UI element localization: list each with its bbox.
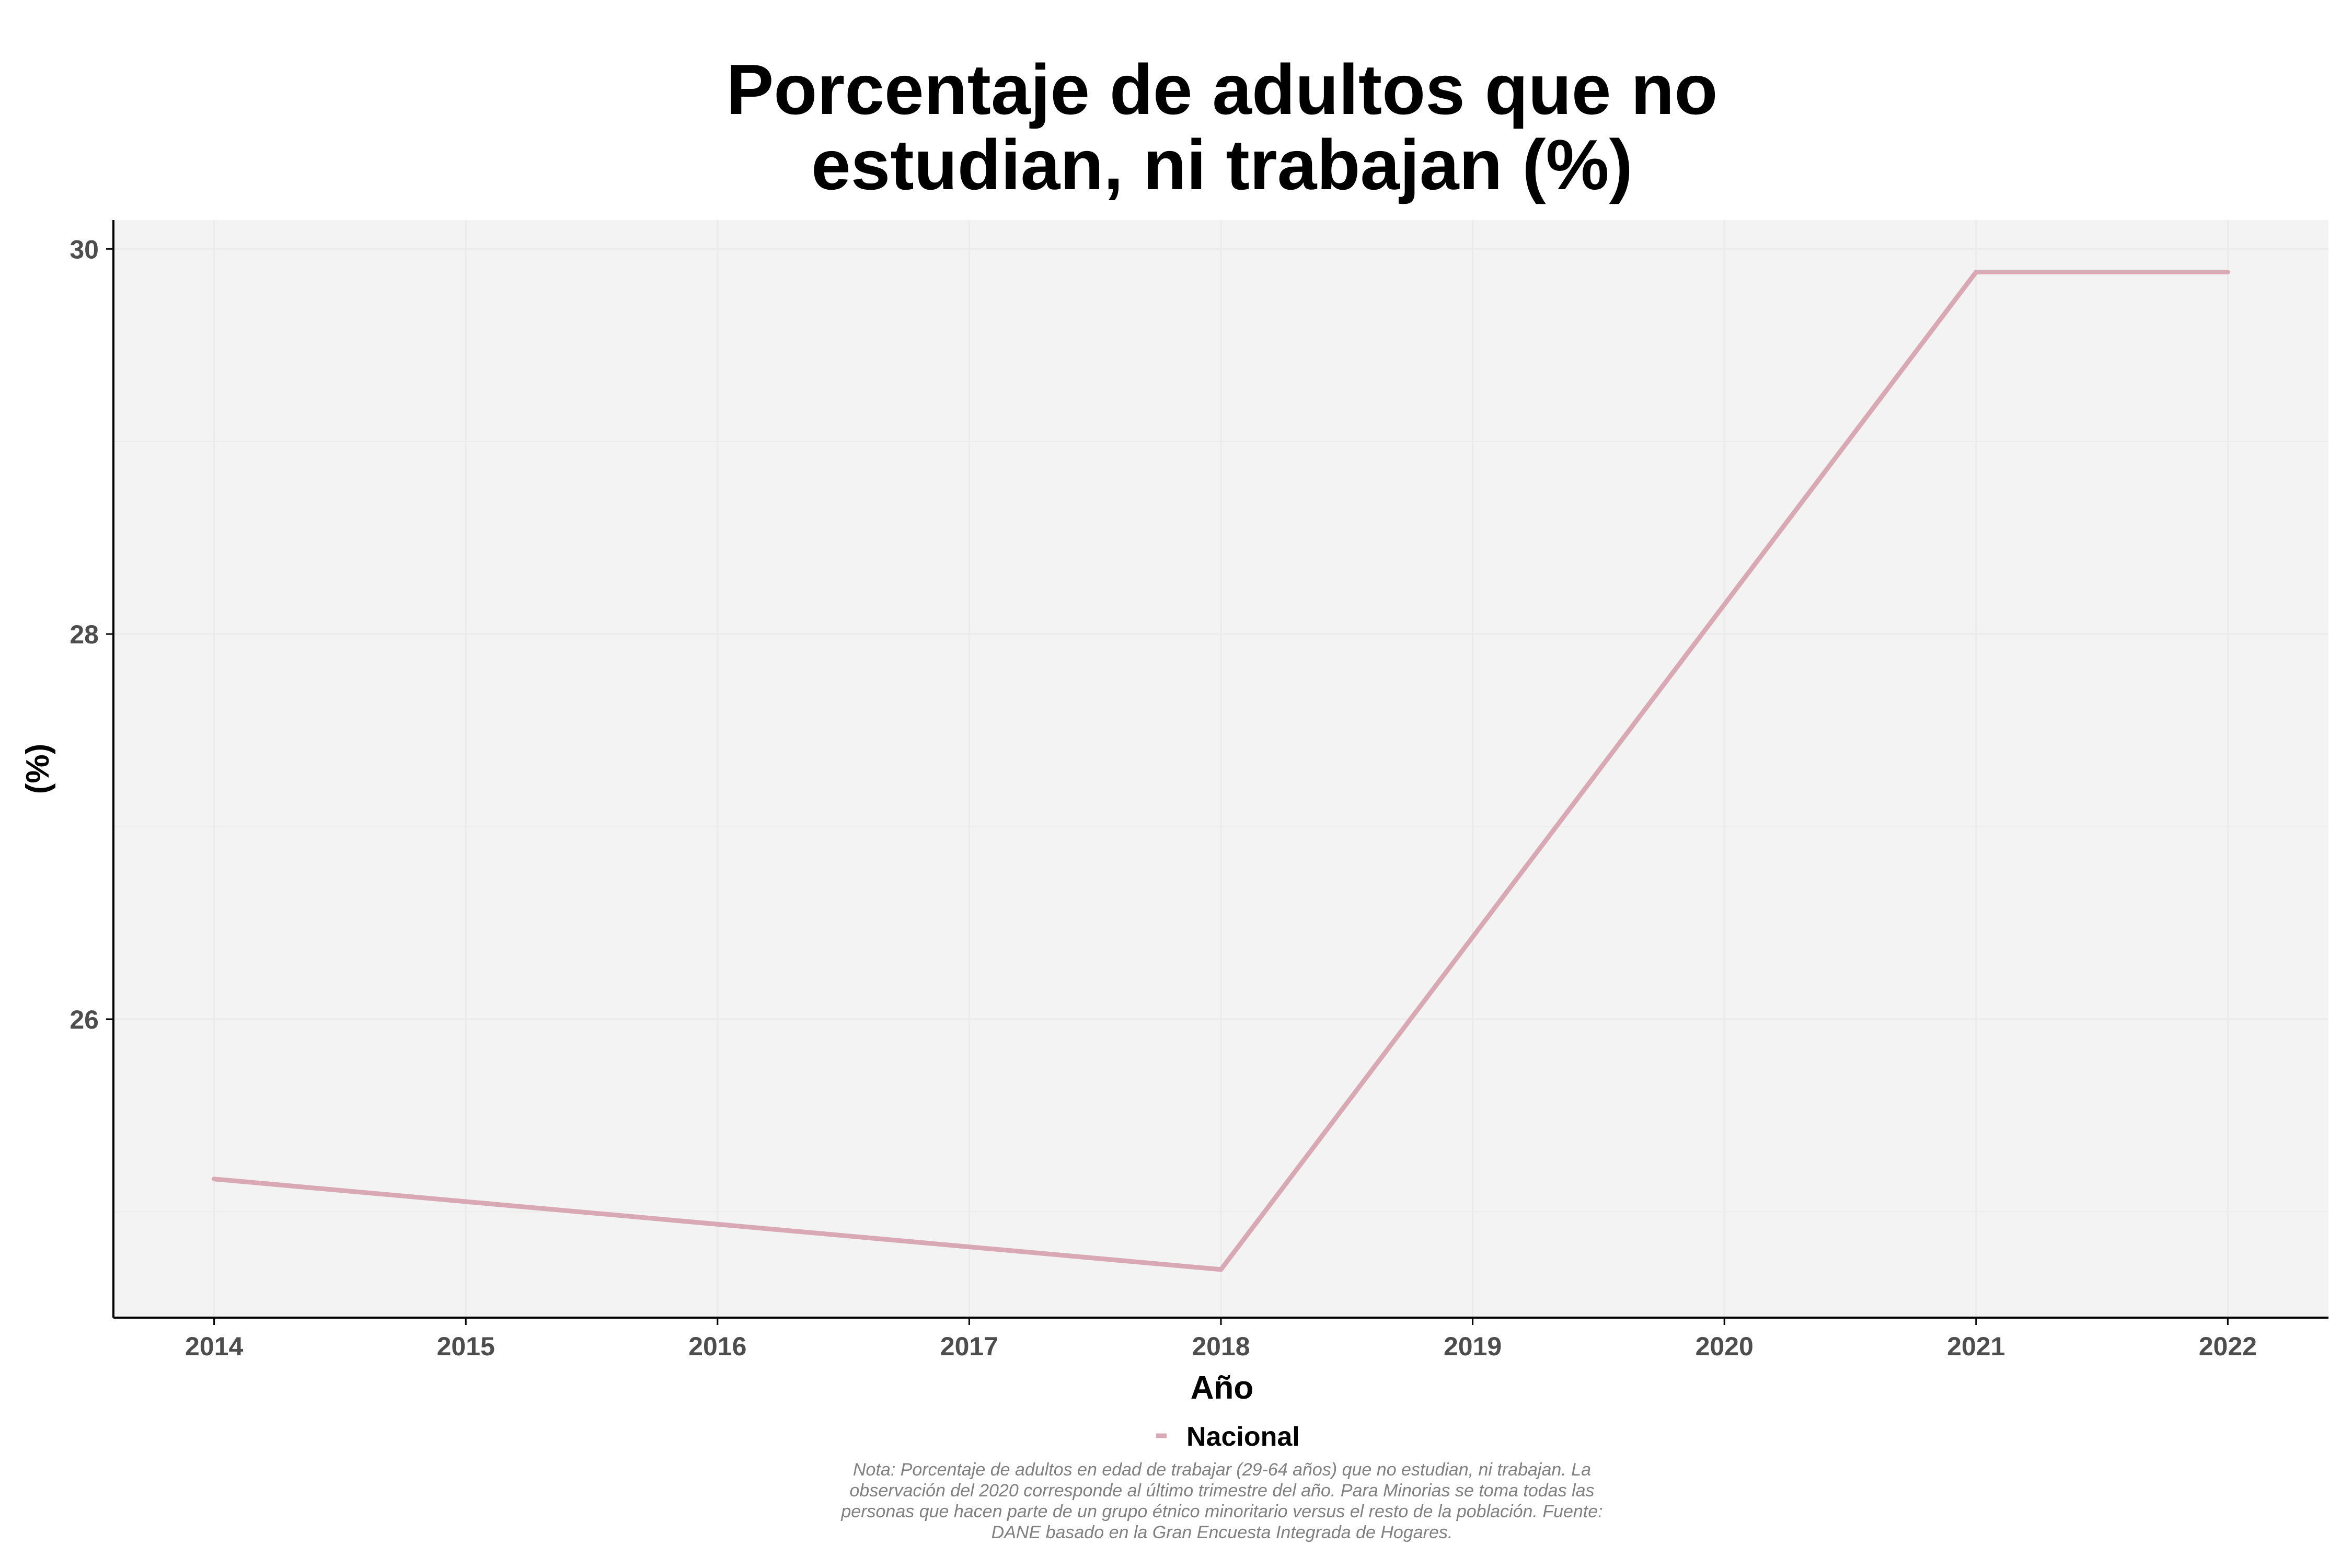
chart-note: Nota: Porcentaje de adultos en edad de t…	[840, 1460, 1602, 1542]
x-tick-label-2015: 2015	[437, 1332, 495, 1361]
legend-label-nacional: Nacional	[1186, 1422, 1300, 1452]
note-line-2: observación del 2020 corresponde al últi…	[850, 1481, 1595, 1501]
grid-lines	[113, 220, 2328, 1318]
series-lines	[212, 269, 2230, 1272]
y-tick-label-28: 28	[70, 620, 99, 649]
data-point-2018	[1218, 1267, 1224, 1272]
y-tick-labels: 26 28 30	[70, 235, 99, 1034]
x-tick-labels: 2014 2015 2016 2017 2018 2019 2020 2021 2022	[185, 1332, 2257, 1361]
x-tick-label-2017: 2017	[940, 1332, 998, 1361]
x-tick-label-2019: 2019	[1444, 1332, 1502, 1361]
note-line-1: Nota: Porcentaje de adultos en edad de t…	[853, 1460, 1591, 1480]
y-tick-label-30: 30	[70, 235, 99, 264]
x-tick-label-2021: 2021	[1947, 1332, 2005, 1361]
x-tick-label-2018: 2018	[1192, 1332, 1250, 1361]
data-point-2021	[1974, 269, 1979, 274]
axes	[106, 220, 2328, 1325]
x-tick-label-2020: 2020	[1696, 1332, 1754, 1361]
legend: Nacional	[1156, 1422, 1300, 1452]
data-point-2022	[2225, 269, 2230, 274]
note-line-3: personas que hacen parte de un grupo étn…	[840, 1502, 1602, 1521]
note-line-4: DANE basado en la Gran Encuesta Integrad…	[991, 1523, 1453, 1542]
y-tick-label-26: 26	[70, 1005, 99, 1034]
x-axis-title: Año	[1191, 1370, 1254, 1406]
data-point-2014	[212, 1177, 217, 1182]
chart-title-line-1: Porcentaje de adultos que no	[727, 50, 1718, 129]
x-tick-label-2016: 2016	[688, 1332, 746, 1361]
x-tick-label-2022: 2022	[2199, 1332, 2257, 1361]
chart-title-line-2: estudian, ni trabajan (%)	[811, 125, 1633, 204]
y-axis-title: (%)	[20, 744, 56, 794]
series-line-nacional	[214, 269, 2228, 1272]
x-tick-label-2014: 2014	[185, 1332, 243, 1361]
